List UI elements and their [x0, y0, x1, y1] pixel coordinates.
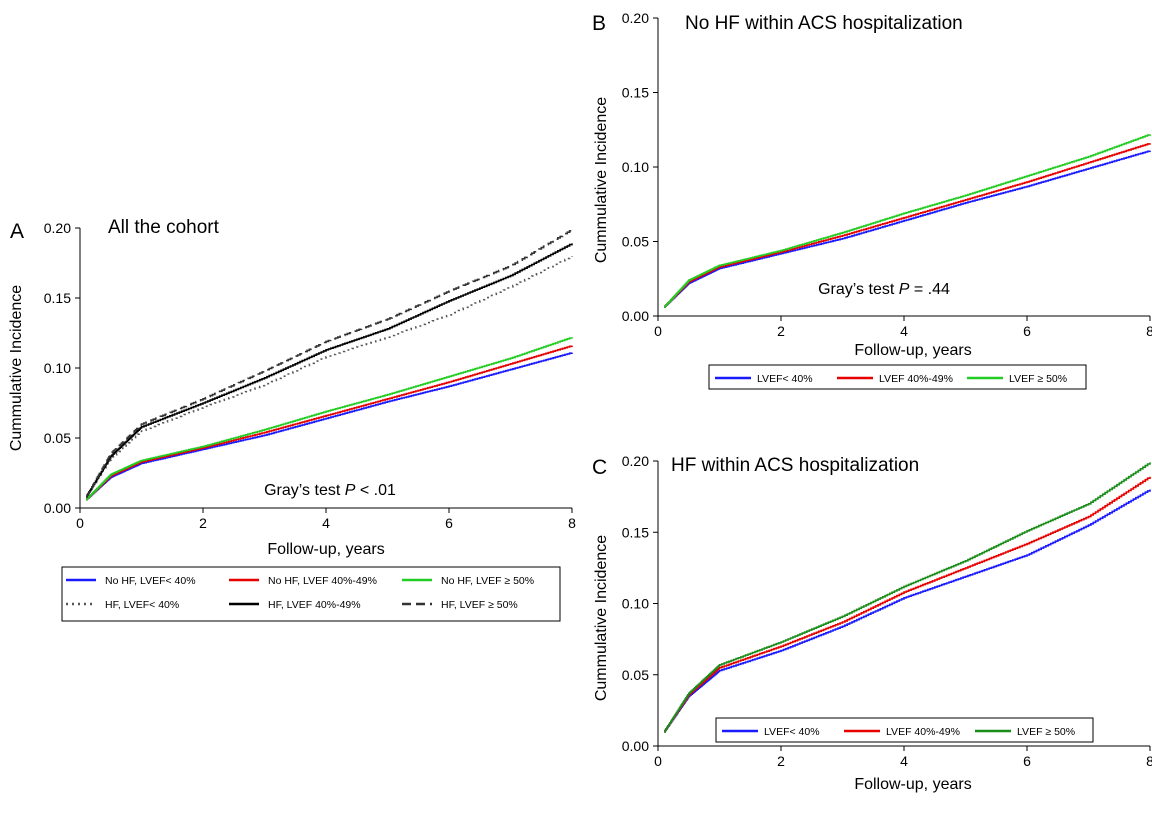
y-tick-label: 0.20: [622, 10, 649, 26]
series-line: [86, 243, 573, 498]
panel-letter: C: [592, 456, 607, 479]
series-line: [664, 143, 1151, 308]
x-tick-label: 8: [1146, 323, 1152, 339]
y-tick-label: 0.00: [622, 738, 649, 754]
x-tick-label: 0: [654, 753, 662, 769]
panel-letter: A: [10, 220, 24, 243]
series-line: [86, 256, 573, 498]
legend: LVEF< 40% LVEF 40%-49% LVEF ≥ 50%: [708, 364, 1087, 390]
legend-box: [61, 566, 561, 622]
y-axis-label: Cummulative Incidence: [8, 285, 25, 451]
legend-label: LVEF ≥ 50%: [1017, 726, 1075, 738]
series-line: [86, 337, 573, 501]
x-tick-label: 6: [1023, 323, 1031, 339]
series-line: [664, 462, 1151, 733]
series-line: [664, 489, 1151, 733]
y-tick-label: 0.15: [44, 290, 71, 306]
y-axis-label: Cummulative Incidence: [593, 535, 610, 701]
legend-label: No HF, LVEF< 40%: [105, 575, 196, 587]
y-tick-label: 0.05: [44, 430, 71, 446]
legend: LVEF< 40% LVEF 40%-49% LVEF ≥ 50%: [715, 717, 1094, 743]
x-tick-label: 6: [1023, 753, 1031, 769]
x-tick-label: 2: [199, 515, 207, 531]
x-tick-label: 2: [777, 323, 785, 339]
legend-label: No HF, LVEF 40%-49%: [268, 575, 377, 587]
x-axis-label: Follow-up, years: [267, 541, 384, 558]
series-line: [664, 150, 1151, 308]
series-line: [664, 134, 1151, 308]
panel-title: All the cohort: [108, 217, 220, 238]
y-tick-label: 0.00: [622, 308, 649, 324]
x-tick-label: 6: [445, 515, 453, 531]
y-axis-label: Cummulative Incidence: [593, 97, 610, 263]
x-axis-label: Follow-up, years: [854, 776, 971, 793]
legend-label: HF, LVEF 40%-49%: [268, 599, 361, 611]
y-tick-label: 0.15: [622, 524, 649, 540]
x-tick-label: 2: [777, 753, 785, 769]
panel-a: A All the cohort 0.00 0.05 0.10 0.15 0.20 0 2 4 6 8…: [8, 217, 576, 622]
x-axis-label: Follow-up, years: [854, 342, 971, 359]
legend-label: HF, LVEF ≥ 50%: [441, 599, 518, 611]
panel-letter: B: [592, 12, 606, 35]
x-tick-label: 8: [1146, 753, 1152, 769]
y-tick-label: 0.05: [622, 234, 649, 250]
legend-label: LVEF 40%-49%: [879, 373, 953, 385]
legend-label: LVEF 40%-49%: [886, 726, 960, 738]
legend-box: [708, 364, 1087, 390]
legend-label: No HF, LVEF ≥ 50%: [441, 575, 534, 587]
y-tick-label: 0.00: [44, 500, 71, 516]
panel-b: B No HF within ACS hospitalization 0.00 0.0…: [592, 10, 1152, 390]
y-tick-label: 0.10: [622, 159, 649, 175]
y-tick-label: 0.05: [622, 667, 649, 683]
legend-label: LVEF ≥ 50%: [1009, 373, 1067, 385]
legend-label: HF, LVEF< 40%: [105, 599, 179, 611]
panel-title: HF within ACS hospitalization: [671, 455, 919, 476]
y-tick-label: 0.10: [44, 360, 71, 376]
series-line: [86, 352, 573, 501]
y-tick-label: 0.20: [44, 220, 71, 236]
legend-box: [715, 717, 1094, 743]
x-tick-label: 0: [76, 515, 84, 531]
grays-test-annotation: Gray’s test P = .44: [818, 281, 950, 298]
x-tick-label: 4: [900, 323, 908, 339]
legend-label: LVEF< 40%: [757, 373, 813, 385]
y-tick-label: 0.10: [622, 596, 649, 612]
legend-label: LVEF< 40%: [764, 726, 820, 738]
y-tick-label: 0.15: [622, 85, 649, 101]
grays-test-annotation: Gray’s test P < .01: [264, 482, 396, 499]
y-tick-label: 0.20: [622, 453, 649, 469]
series-line: [664, 476, 1151, 733]
x-tick-label: 8: [568, 515, 576, 531]
x-tick-label: 0: [654, 323, 662, 339]
x-tick-label: 4: [900, 753, 908, 769]
panel-c: C HF within ACS hospitalization 0.00 0.05 0.…: [592, 453, 1152, 793]
panel-title: No HF within ACS hospitalization: [685, 13, 963, 34]
series-line: [86, 345, 573, 501]
x-tick-label: 4: [322, 515, 330, 531]
legend: No HF, LVEF< 40% No HF, LVEF 40%-49% No HF…: [61, 566, 561, 622]
